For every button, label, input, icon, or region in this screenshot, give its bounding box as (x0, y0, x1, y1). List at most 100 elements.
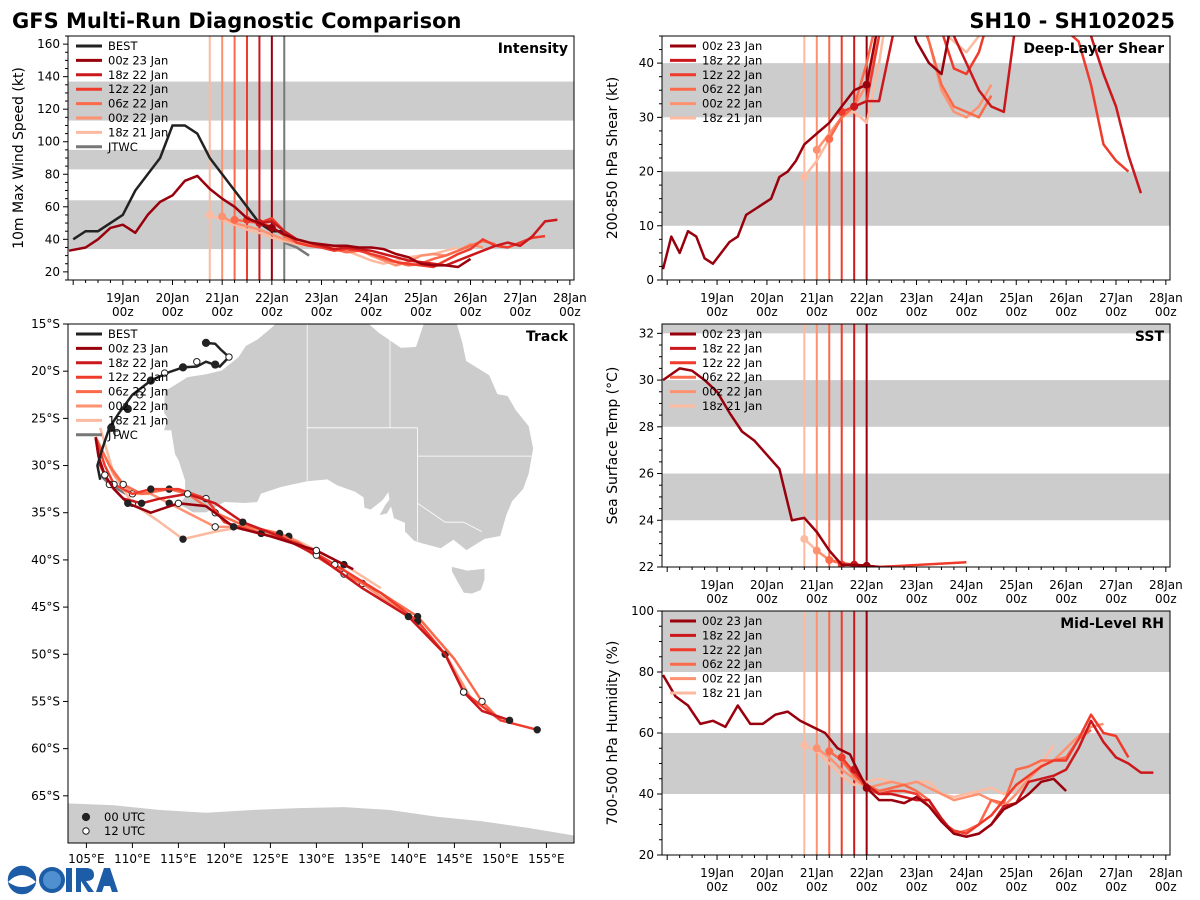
intensity-ylabel: 10m Max Wind Speed (kt) (11, 67, 27, 249)
shear-xtick-label: 22Jan (850, 291, 884, 305)
sst-xtick-label: 00z (1055, 592, 1077, 606)
sst-ytick-label: 26 (639, 467, 654, 481)
sst-ytick-label: 28 (639, 420, 654, 434)
shear-series-line (853, 36, 1143, 194)
intensity-xtick-label: 27Jan (503, 291, 537, 305)
sst-band (662, 473, 1170, 521)
track-ytick-label: 30°S (31, 459, 60, 473)
track-xtick-label: 155°E (528, 852, 565, 866)
shear-legend-label: 00z 23 Jan (702, 39, 762, 53)
sst-xtick-label: 22Jan (850, 578, 884, 592)
rh-ytick-label: 60 (639, 726, 654, 740)
sst-ytick-label: 30 (639, 373, 654, 387)
track-legend-label: 18z 22 Jan (108, 356, 168, 370)
intensity-ytick-label: 140 (37, 70, 60, 84)
track-best-point (160, 369, 169, 377)
intensity-series-line (209, 213, 459, 265)
track-best-point (178, 363, 188, 372)
rh-band (662, 733, 1170, 794)
sst-xtick-label: 00z (1155, 592, 1177, 606)
shear-xtick-label: 00z (806, 305, 828, 319)
rh-xtick-label: 22Jan (850, 866, 884, 880)
shear-init-marker (825, 135, 834, 144)
shear-xtick-label: 00z (706, 305, 728, 319)
sst-series-line (662, 367, 880, 567)
track-title: Track (526, 329, 569, 345)
sst-ytick-label: 22 (639, 560, 654, 574)
intensity-xtick-label: 25Jan (404, 291, 438, 305)
intensity-xtick-label: 00z (360, 305, 382, 319)
shear-xtick-label: 00z (1005, 305, 1027, 319)
sst-band (662, 324, 1170, 334)
track-xtick-label: 110°E (114, 852, 151, 866)
track-legend-label: BEST (108, 327, 138, 341)
utc12-legend-label: 12 UTC (104, 824, 145, 838)
track-xtick-label: 145°E (436, 852, 473, 866)
utc00-legend-marker (81, 812, 91, 822)
track-best-line (96, 341, 231, 480)
rh-ytick-label: 100 (631, 604, 654, 618)
shear-ylabel: 200-850 hPa Shear (kt) (605, 77, 621, 239)
shear-xtick-label: 24Jan (949, 291, 983, 305)
intensity-xtick-label: 00z (162, 305, 184, 319)
sst-legend-label: 18z 21 Jan (702, 399, 762, 413)
shear-xtick-label: 26Jan (1049, 291, 1083, 305)
shear-xtick-label: 23Jan (900, 291, 934, 305)
intensity-ytick-label: 60 (45, 200, 60, 214)
track-ytick-label: 35°S (31, 506, 60, 520)
rh-ytick-label: 80 (639, 665, 654, 679)
track-xtick-label: 105°E (68, 852, 105, 866)
sst-xtick-label: 00z (706, 592, 728, 606)
intensity-xtick-label: 28Jan (553, 291, 587, 305)
track-frame (67, 323, 575, 844)
track-best-point (113, 428, 121, 437)
track-point (124, 499, 132, 507)
shear-xtick-label: 21Jan (800, 291, 834, 305)
shear-legend-label: 00z 22 Jan (702, 97, 762, 111)
sst-ytick-label: 24 (639, 513, 654, 527)
intensity-legend-label: 18z 22 Jan (108, 68, 168, 82)
rh-init-marker (837, 753, 846, 762)
track-xtick-label: 140°E (390, 852, 427, 866)
sst-legend-label: 00z 23 Jan (702, 327, 762, 341)
intensity-legend-label: 00z 23 Jan (108, 53, 168, 67)
track-best-point (107, 423, 116, 432)
shear-init-marker (812, 145, 821, 154)
intensity-xtick-label: 22Jan (255, 291, 289, 305)
track-best-point (225, 353, 233, 361)
sst-legend-label: 06z 22 Jan (702, 370, 762, 384)
rh-xtick-label: 00z (1105, 880, 1127, 894)
track-point (211, 523, 219, 531)
intensity-title: Intensity (498, 41, 568, 57)
track-legend-label: 00z 22 Jan (108, 399, 168, 413)
intensity-legend-label: 18z 21 Jan (108, 125, 168, 139)
track-best-point (201, 338, 211, 347)
shear-series-line (662, 36, 951, 270)
shear-init-marker (862, 80, 871, 89)
noaa-logo-icon (6, 864, 38, 896)
rh-xtick-label: 23Jan (900, 866, 934, 880)
sst-xtick-label: 27Jan (1099, 578, 1133, 592)
rh-legend-label: 06z 22 Jan (702, 657, 762, 671)
utc12-legend-marker (82, 827, 90, 835)
intensity-init-marker (218, 212, 227, 221)
figure-title: GFS Multi-Run Diagnostic Comparison (12, 9, 461, 33)
shear-legend-label: 18z 22 Jan (702, 53, 762, 67)
sst-xtick-label: 00z (956, 592, 978, 606)
track-xtick-label: 120°E (206, 852, 243, 866)
sst-xtick-label: 24Jan (949, 578, 983, 592)
track-legend-label: 18z 21 Jan (108, 413, 168, 427)
sst-xtick-label: 28Jan (1149, 578, 1183, 592)
rh-title: Mid-Level RH (1060, 616, 1164, 632)
rh-legend-label: 12z 22 Jan (702, 643, 762, 657)
rh-xtick-label: 00z (1005, 880, 1027, 894)
track-best-point (146, 376, 155, 385)
track-best-point (193, 358, 201, 366)
shear-series-line (828, 36, 993, 140)
rh-xtick-label: 00z (906, 880, 928, 894)
rh-legend-label: 00z 22 Jan (702, 672, 762, 686)
track-xtick-label: 150°E (482, 852, 519, 866)
sst-xtick-label: 00z (1005, 592, 1027, 606)
track-point (179, 535, 187, 543)
